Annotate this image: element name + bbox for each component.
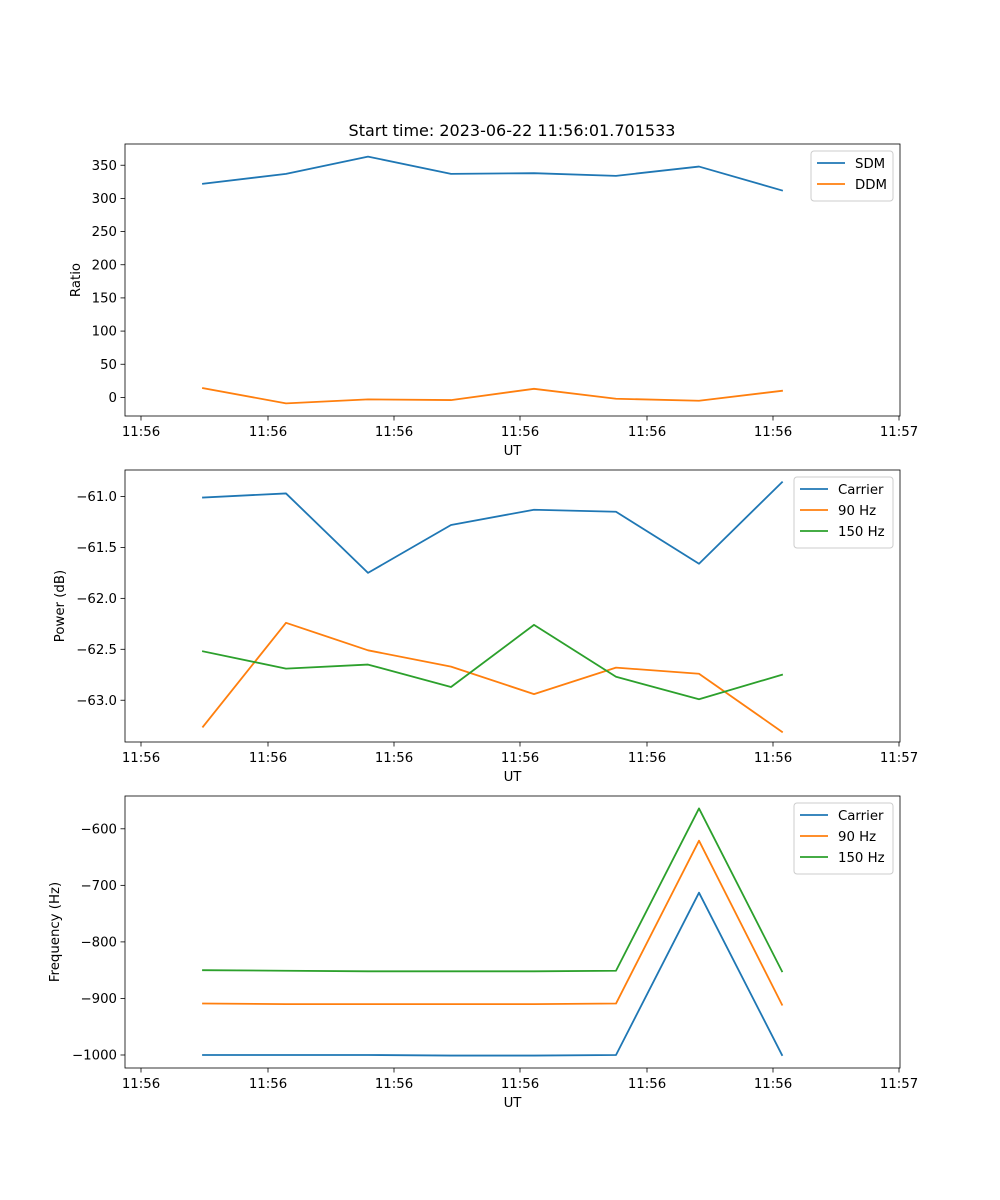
y-axis-label: Ratio <box>69 263 84 297</box>
x-tick-label: 11:57 <box>880 425 918 440</box>
legend-label: 150 Hz <box>838 525 885 540</box>
x-tick-label: 11:57 <box>880 751 918 766</box>
axes-frame <box>124 143 901 417</box>
y-axis-label: Frequency (Hz) <box>48 882 63 982</box>
legend-label: Carrier <box>838 809 884 824</box>
series-line-carrier <box>202 891 784 1057</box>
y-tick-label: 100 <box>92 325 117 340</box>
axes-frame <box>124 469 901 743</box>
x-tick-label: 11:56 <box>249 751 287 766</box>
y-tick-label: 350 <box>92 159 117 174</box>
x-tick-label: 11:56 <box>628 751 666 766</box>
x-tick-label: 11:56 <box>122 1077 160 1092</box>
legend-label: DDM <box>855 178 887 193</box>
y-tick-label: −900 <box>80 992 117 1007</box>
legend-label: 90 Hz <box>838 504 876 519</box>
series-line-150-hz <box>201 623 784 701</box>
x-tick-label: 11:56 <box>375 751 413 766</box>
legend-label: SDM <box>855 157 885 172</box>
y-tick-label: 300 <box>92 192 117 207</box>
y-tick-label: −600 <box>80 822 117 837</box>
legend-label: 90 Hz <box>838 830 876 845</box>
x-tick-label: 11:56 <box>122 751 160 766</box>
y-tick-label: 250 <box>92 225 117 240</box>
y-tick-label: 50 <box>100 358 117 373</box>
y-tick-label: −700 <box>80 879 117 894</box>
y-tick-label: 150 <box>92 292 117 307</box>
x-axis-label: UT <box>504 770 523 785</box>
series-line-150-hz <box>202 807 784 973</box>
legend: Carrier 90 Hz 150 Hz <box>793 802 894 875</box>
x-tick-label: 11:56 <box>628 425 666 440</box>
chart-panel-3: 11:56 11:56 11:56 11:56 11:56 11:56 11:57 −1000… <box>48 795 918 1111</box>
series-line-carrier <box>202 480 784 574</box>
chart-panel-2: 11:56 11:56 11:56 11:56 11:56 11:56 11:57 −63.0… <box>53 469 918 785</box>
y-tick-label: 200 <box>92 258 117 273</box>
x-tick-label: 11:56 <box>628 1077 666 1092</box>
y-tick-label: −63.0 <box>76 694 117 709</box>
chart-panels: 11:56 11:56 11:56 11:56 11:56 11:56 11:57 0 50 10… <box>48 143 918 1111</box>
y-tick-label: −61.5 <box>76 541 117 556</box>
x-tick-label: 11:56 <box>122 425 160 440</box>
series-line-90-hz <box>201 621 784 734</box>
legend-label: Carrier <box>838 483 884 498</box>
legend: SDM DDM <box>810 150 894 202</box>
x-tick-label: 11:56 <box>501 751 539 766</box>
x-tick-label: 11:57 <box>880 1077 918 1092</box>
x-tick-label: 11:56 <box>249 425 287 440</box>
axes-frame <box>124 795 901 1069</box>
series-line-sdm <box>201 155 784 192</box>
x-tick-label: 11:56 <box>501 425 539 440</box>
series-line-ddm <box>201 387 784 405</box>
x-tick-label: 11:56 <box>375 425 413 440</box>
figure-title: Start time: 2023-06-22 11:56:01.701533 <box>349 121 676 140</box>
y-tick-label: −1000 <box>72 1049 117 1064</box>
chart-panel-1: 11:56 11:56 11:56 11:56 11:56 11:56 11:57 0 50 10… <box>69 143 918 459</box>
y-axis-label: Power (dB) <box>53 570 68 642</box>
x-tick-label: 11:56 <box>375 1077 413 1092</box>
y-tick-label: 0 <box>109 391 117 406</box>
x-axis-label: UT <box>504 1096 523 1111</box>
legend: Carrier 90 Hz 150 Hz <box>793 476 894 549</box>
y-tick-label: −62.0 <box>76 592 117 607</box>
x-tick-label: 11:56 <box>501 1077 539 1092</box>
y-tick-label: −800 <box>80 935 117 950</box>
x-tick-label: 11:56 <box>754 425 792 440</box>
x-tick-label: 11:56 <box>249 1077 287 1092</box>
y-tick-label: −62.5 <box>76 643 117 658</box>
y-tick-label: −61.0 <box>76 490 117 505</box>
x-axis-label: UT <box>504 444 523 459</box>
x-tick-label: 11:56 <box>754 751 792 766</box>
x-tick-label: 11:56 <box>754 1077 792 1092</box>
series-line-90-hz <box>202 839 784 1006</box>
legend-label: 150 Hz <box>838 851 885 866</box>
